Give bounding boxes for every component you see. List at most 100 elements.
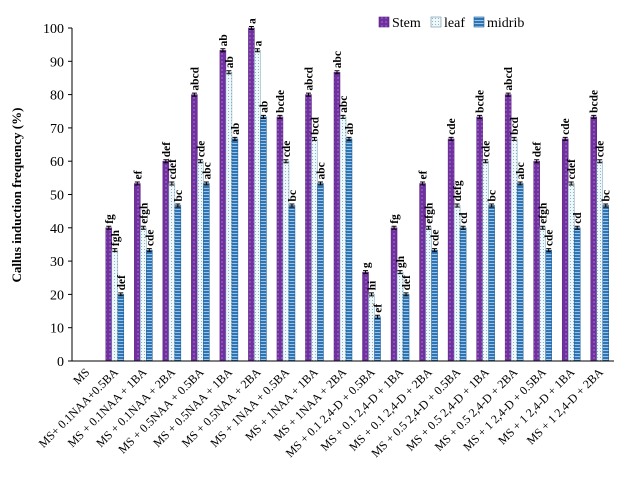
bar-stem	[162, 160, 170, 362]
significance-label: fg	[389, 214, 401, 224]
significance-label: efgh	[538, 202, 550, 224]
error-bar	[163, 159, 169, 164]
y-tick-label: 60	[50, 155, 64, 170]
significance-label: def	[161, 142, 173, 158]
y-tick-label: 0	[57, 355, 64, 370]
significance-labels: fgfghdefefefghcdedefcdefbcabcdcdeabcabab…	[104, 18, 613, 313]
legend-swatch-midrib	[473, 16, 485, 28]
significance-label: cdef	[167, 159, 179, 180]
bar-midrib	[459, 227, 467, 362]
error-bar	[517, 181, 523, 186]
error-bar	[603, 203, 609, 208]
category-label: MS	[70, 365, 92, 387]
bar-midrib	[203, 183, 210, 362]
significance-label: abc	[201, 162, 213, 179]
bar-stem	[333, 72, 341, 362]
error-bar	[540, 225, 546, 230]
bar-stem	[533, 160, 540, 362]
significance-label: bcde	[275, 90, 287, 113]
significance-label: ef	[373, 304, 385, 313]
error-bar	[597, 159, 603, 164]
error-bar	[403, 292, 409, 297]
significance-label: abc	[332, 51, 344, 68]
bar-midrib	[260, 116, 267, 362]
significance-label: cdef	[566, 159, 578, 180]
significance-label: ef	[418, 170, 430, 179]
error-bar	[505, 92, 511, 97]
bar-midrib	[488, 205, 495, 362]
significance-label: bc	[601, 190, 613, 202]
significance-label: cde	[446, 118, 458, 135]
error-bar	[574, 225, 580, 230]
legend-label-stem: Stem	[392, 16, 421, 31]
significance-label: cde	[144, 230, 156, 247]
significance-label: abcd	[189, 66, 201, 90]
bar-leaf	[567, 183, 575, 362]
bars-layer	[105, 26, 609, 362]
significance-label: ef	[132, 170, 144, 179]
y-tick-label: 100	[43, 22, 64, 37]
significance-label: cde	[430, 230, 442, 247]
significance-label: cde	[560, 118, 572, 135]
significance-label: cde	[595, 141, 607, 158]
significance-label: def	[401, 275, 413, 291]
error-bar	[305, 92, 311, 97]
bar-stem	[390, 227, 398, 362]
bar-stem	[219, 50, 227, 362]
bar-midrib	[374, 316, 381, 362]
legend: Stem leaf midrib	[378, 16, 524, 31]
significance-label: a	[246, 18, 258, 24]
bar-stem	[248, 27, 255, 362]
significance-label: hi	[367, 280, 379, 290]
error-bar	[489, 203, 495, 208]
error-bar	[477, 114, 483, 119]
y-tick-label: 20	[50, 288, 64, 303]
error-bar	[289, 203, 295, 208]
error-bar	[426, 225, 432, 230]
significance-label: ab	[218, 34, 230, 46]
error-bar	[591, 114, 597, 119]
bar-midrib	[402, 294, 410, 362]
error-bar	[140, 225, 146, 230]
error-bar	[420, 181, 426, 186]
y-tick-label: 40	[50, 222, 64, 237]
significance-label: abc	[315, 162, 327, 179]
error-bar	[112, 248, 118, 253]
error-bar	[118, 292, 124, 297]
bar-midrib	[516, 183, 524, 362]
error-bar	[317, 181, 323, 186]
error-bar	[454, 203, 460, 208]
bar-midrib	[231, 138, 239, 362]
significance-label: abcd	[303, 66, 315, 90]
bar-midrib	[174, 205, 182, 362]
error-bar	[277, 114, 283, 119]
error-bar	[260, 114, 266, 119]
y-axis-title: Callus induction frequency (%)	[9, 108, 24, 283]
error-bar	[220, 48, 226, 53]
error-bar	[226, 70, 232, 75]
significance-label: def	[532, 142, 544, 158]
bar-midrib	[545, 249, 552, 362]
error-bar	[197, 159, 203, 164]
bar-leaf	[453, 205, 461, 362]
significance-label: bc	[173, 190, 185, 202]
significance-label: bc	[487, 190, 499, 202]
significance-label: fg	[104, 214, 116, 224]
significance-label: ab	[224, 56, 236, 68]
error-bar	[460, 225, 466, 230]
bar-leaf	[254, 50, 261, 362]
error-bar	[340, 114, 346, 119]
significance-label: gh	[395, 255, 407, 268]
error-bar	[375, 314, 381, 319]
significance-label: bcd	[309, 116, 321, 135]
bar-stem	[105, 227, 113, 362]
error-bar	[248, 26, 254, 30]
error-bar	[106, 225, 112, 230]
significance-label: fgh	[110, 230, 122, 247]
error-bar	[175, 203, 181, 208]
significance-label: g	[361, 262, 373, 268]
error-bar	[203, 181, 209, 186]
error-bar	[568, 181, 574, 186]
bar-midrib	[117, 294, 125, 362]
significance-label: ab	[344, 123, 356, 135]
